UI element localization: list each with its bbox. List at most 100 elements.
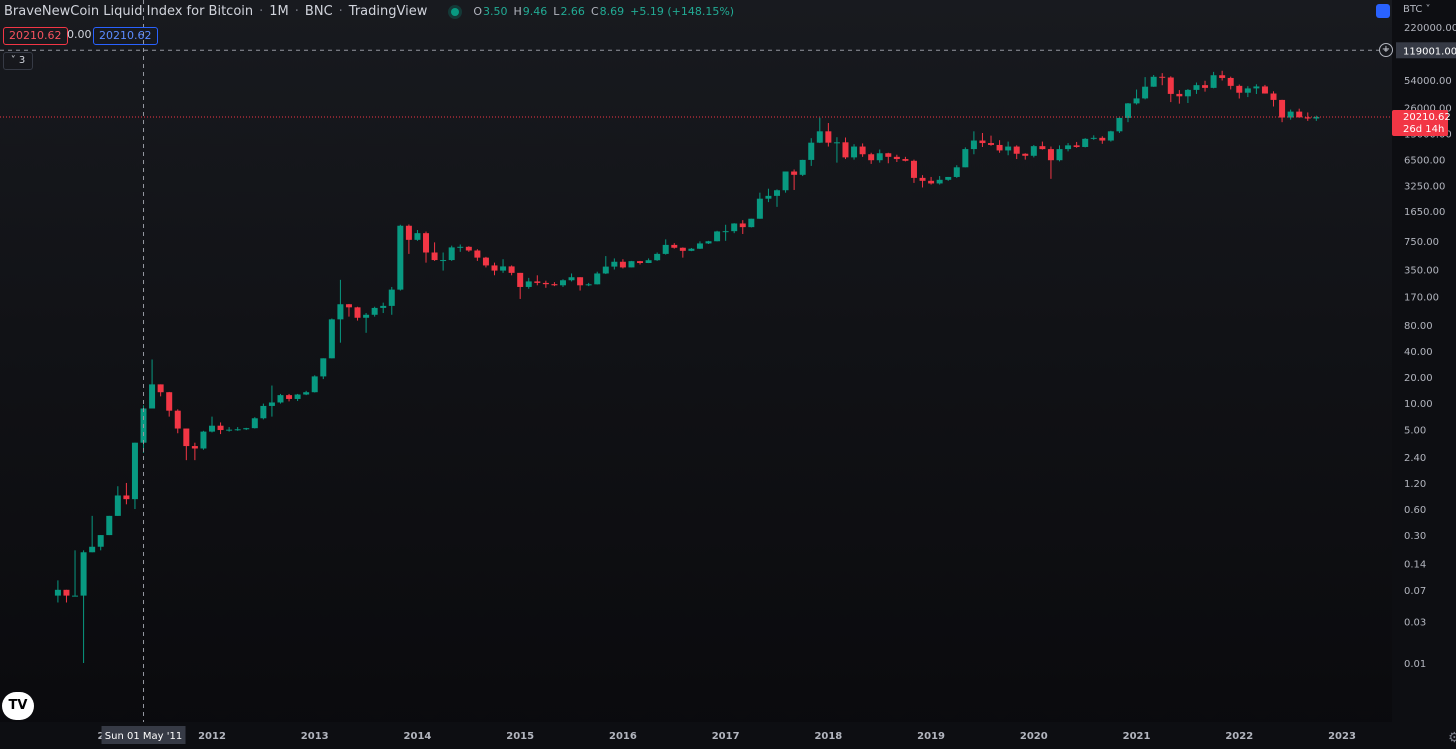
add-plus-icon[interactable]: + bbox=[1379, 43, 1393, 57]
candle-body bbox=[1116, 117, 1123, 132]
market-status-icon[interactable] bbox=[451, 7, 460, 16]
candle-body bbox=[833, 142, 840, 144]
y-tick-label: 80.00 bbox=[1404, 321, 1433, 332]
x-tick-label: 2013 bbox=[301, 731, 329, 742]
ohlc-values: O3.50 H9.46 L2.66 C8.69 +5.19 (+148.15%) bbox=[473, 5, 734, 18]
candle-body bbox=[491, 265, 498, 271]
candle-body bbox=[782, 171, 789, 191]
candle-body bbox=[1090, 137, 1097, 139]
candle-body bbox=[748, 218, 755, 228]
candle-body bbox=[174, 410, 181, 429]
candle-body bbox=[988, 143, 995, 145]
candle-body bbox=[577, 277, 584, 286]
candle-body bbox=[251, 418, 258, 429]
crosshair-date-label: Sun 01 May '11 bbox=[105, 731, 182, 742]
time-axis[interactable] bbox=[0, 722, 1456, 749]
interval-label[interactable]: 1M bbox=[269, 4, 289, 19]
candle-body bbox=[594, 273, 601, 285]
candle-body bbox=[80, 552, 87, 596]
candle-body bbox=[919, 177, 926, 181]
low-key: L bbox=[553, 5, 560, 18]
x-tick-label: 2019 bbox=[917, 731, 945, 742]
candle-body bbox=[1227, 77, 1234, 86]
candle-body bbox=[1107, 131, 1114, 141]
y-tick-label: 750.00 bbox=[1404, 237, 1439, 248]
tradingview-logo-icon[interactable]: TV bbox=[2, 692, 34, 720]
candle-body bbox=[1073, 145, 1080, 147]
candle-body bbox=[200, 431, 207, 449]
candle-body bbox=[345, 304, 352, 308]
candle-body bbox=[234, 429, 241, 431]
exchange-label: BNC bbox=[304, 4, 333, 19]
sell-price-button[interactable]: 20210.62 bbox=[3, 27, 68, 45]
candle-body bbox=[902, 159, 909, 161]
candle-body bbox=[671, 244, 678, 248]
y-tick-label: 26000.00 bbox=[1404, 103, 1452, 114]
candle-body bbox=[1244, 88, 1251, 93]
last-price-tag bbox=[1392, 109, 1448, 136]
candle-body bbox=[645, 260, 652, 264]
candle-body bbox=[1210, 75, 1217, 88]
y-tick-label: 20.00 bbox=[1404, 373, 1433, 384]
crosshair-date-tag bbox=[101, 726, 186, 744]
candle-body bbox=[534, 281, 541, 283]
candle-body bbox=[1082, 138, 1089, 147]
x-tick-label: 2015 bbox=[506, 731, 534, 742]
candle-body bbox=[1296, 111, 1303, 118]
candle-body bbox=[859, 146, 866, 155]
candle-body bbox=[1202, 85, 1209, 88]
symbol-square-icon[interactable] bbox=[1376, 4, 1390, 18]
candle-body bbox=[1219, 75, 1226, 78]
candle-body bbox=[191, 446, 198, 449]
x-tick-label: 2021 bbox=[1123, 731, 1151, 742]
indicator-collapse-button[interactable]: ˅ 3 bbox=[3, 52, 33, 70]
change-value: +5.19 (+148.15%) bbox=[630, 5, 735, 18]
candle-body bbox=[431, 252, 438, 261]
candle-body bbox=[619, 261, 626, 268]
candle-body bbox=[1287, 111, 1294, 118]
low-value: 2.66 bbox=[560, 5, 585, 18]
candle-body bbox=[217, 425, 224, 431]
candle-body bbox=[628, 261, 635, 268]
candle-body bbox=[388, 289, 395, 306]
candle-body bbox=[363, 314, 370, 318]
candle-body bbox=[405, 225, 412, 240]
x-tick-label: 2022 bbox=[1225, 731, 1253, 742]
candle-body bbox=[209, 425, 215, 432]
candle-body bbox=[131, 442, 138, 500]
candle-body bbox=[714, 231, 721, 242]
y-tick-label: 3250.00 bbox=[1404, 182, 1445, 193]
candle-body bbox=[1304, 117, 1311, 119]
candle-body bbox=[114, 495, 121, 516]
y-tick-label: 5.00 bbox=[1404, 425, 1426, 436]
high-key: H bbox=[513, 5, 522, 18]
candle-body bbox=[996, 144, 1003, 151]
y-tick-label: 0.60 bbox=[1404, 505, 1426, 516]
candle-body bbox=[226, 429, 233, 431]
candle-body bbox=[1270, 93, 1277, 100]
y-tick-label: 170.00 bbox=[1404, 293, 1439, 304]
candle-body bbox=[953, 167, 960, 177]
source-label: TradingView bbox=[348, 4, 428, 19]
scale-currency-dropdown[interactable]: BTC ˅ bbox=[1403, 4, 1431, 15]
candle-body bbox=[1030, 146, 1037, 156]
candle-body bbox=[183, 428, 190, 447]
settings-gear-icon[interactable]: ⚙ bbox=[1448, 730, 1456, 746]
candle-body bbox=[89, 546, 96, 553]
buy-price-button[interactable]: 20210.62 bbox=[93, 27, 158, 45]
candle-body bbox=[731, 223, 738, 232]
y-tick-label: 10.00 bbox=[1404, 399, 1433, 410]
candle-body bbox=[1167, 77, 1174, 94]
candle-body bbox=[1124, 103, 1131, 118]
candle-body bbox=[1039, 146, 1046, 150]
candle-body bbox=[1279, 99, 1286, 118]
symbol-title[interactable]: BraveNewCoin Liquid Index for Bitcoin bbox=[4, 4, 254, 19]
y-tick-label: 0.03 bbox=[1404, 618, 1426, 629]
x-tick-label: 2023 bbox=[1328, 731, 1356, 742]
y-tick-label: 0.30 bbox=[1404, 531, 1426, 542]
candle-body bbox=[551, 284, 558, 286]
candle-body bbox=[1065, 145, 1072, 150]
candle-body bbox=[756, 198, 763, 219]
candle-body bbox=[380, 305, 387, 308]
